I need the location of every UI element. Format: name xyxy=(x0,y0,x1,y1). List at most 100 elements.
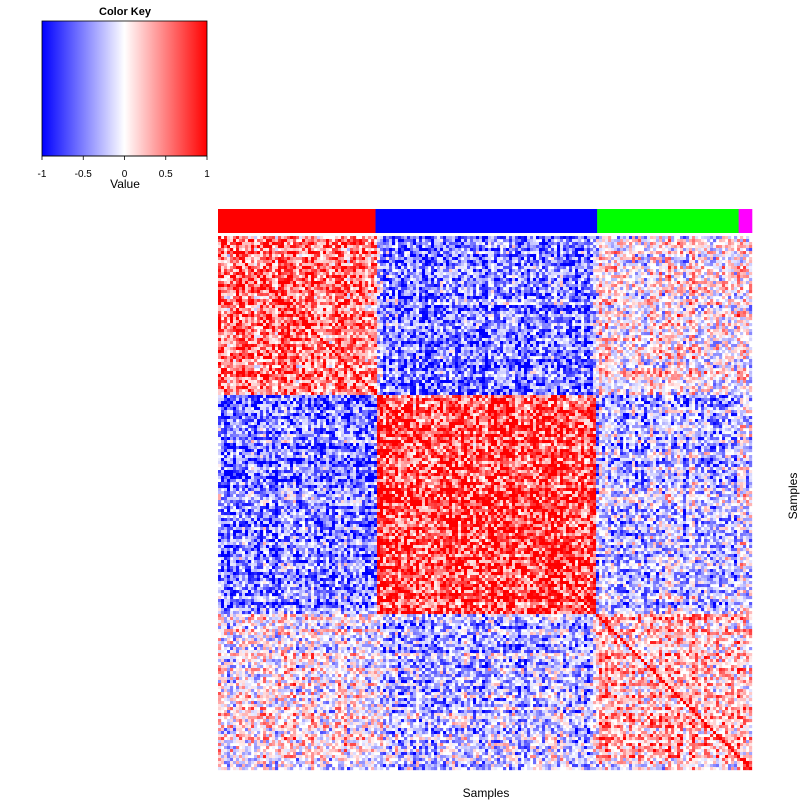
heatmap-cell xyxy=(269,317,272,320)
heatmap-cell xyxy=(218,260,221,263)
heatmap-cell xyxy=(644,311,647,314)
heatmap-cell xyxy=(734,263,737,266)
heatmap-matrix xyxy=(218,236,752,770)
heatmap-cell xyxy=(626,257,629,260)
heatmap-cell xyxy=(287,236,290,239)
heatmap-cell xyxy=(326,245,329,248)
heatmap-cell xyxy=(548,263,551,266)
heatmap-cell xyxy=(743,269,746,272)
heatmap-cell xyxy=(386,293,389,296)
heatmap-cell xyxy=(260,284,263,287)
heatmap-cell xyxy=(545,266,548,269)
heatmap-cell xyxy=(554,311,557,314)
heatmap-cell xyxy=(605,242,608,245)
heatmap-cell xyxy=(266,254,269,257)
heatmap-cell xyxy=(242,314,245,317)
heatmap-cell xyxy=(539,260,542,263)
heatmap-cell xyxy=(299,296,302,299)
heatmap-cell xyxy=(242,260,245,263)
heatmap-cell xyxy=(389,239,392,242)
heatmap-cell xyxy=(359,281,362,284)
heatmap-cell xyxy=(305,275,308,278)
heatmap-cell xyxy=(731,326,734,329)
heatmap-cell xyxy=(386,326,389,329)
heatmap-cell xyxy=(311,266,314,269)
heatmap-cell xyxy=(737,257,740,260)
heatmap-cell xyxy=(311,242,314,245)
heatmap-cell xyxy=(470,254,473,257)
heatmap-cell xyxy=(281,272,284,275)
heatmap-cell xyxy=(590,284,593,287)
heatmap-cell xyxy=(233,266,236,269)
heatmap-cell xyxy=(242,293,245,296)
heatmap-cell xyxy=(479,308,482,311)
heatmap-cell xyxy=(413,308,416,311)
heatmap-cell xyxy=(347,296,350,299)
heatmap-cell xyxy=(743,263,746,266)
heatmap-cell xyxy=(389,326,392,329)
heatmap-cell xyxy=(527,272,530,275)
heatmap-cell xyxy=(722,296,725,299)
heatmap-cell xyxy=(545,314,548,317)
heatmap-cell xyxy=(677,260,680,263)
heatmap-cell xyxy=(641,323,644,326)
heatmap-cell xyxy=(509,236,512,239)
heatmap-cell xyxy=(734,266,737,269)
heatmap-cell xyxy=(497,260,500,263)
heatmap-cell xyxy=(719,317,722,320)
heatmap-cell xyxy=(515,251,518,254)
heatmap-cell xyxy=(281,254,284,257)
heatmap-cell xyxy=(473,320,476,323)
heatmap-cell xyxy=(344,281,347,284)
heatmap-cell xyxy=(650,269,653,272)
heatmap-cell xyxy=(368,269,371,272)
heatmap-cell xyxy=(323,296,326,299)
heatmap-cell xyxy=(290,236,293,239)
heatmap-cell xyxy=(626,236,629,239)
heatmap-cell xyxy=(641,314,644,317)
heatmap-cell xyxy=(479,293,482,296)
heatmap-cell xyxy=(398,305,401,308)
heatmap-cell xyxy=(575,293,578,296)
heatmap-cell xyxy=(536,311,539,314)
heatmap-cell xyxy=(500,314,503,317)
heatmap-cell xyxy=(422,272,425,275)
heatmap-cell xyxy=(632,254,635,257)
heatmap-cell xyxy=(224,326,227,329)
heatmap-cell xyxy=(542,320,545,323)
heatmap-cell xyxy=(404,263,407,266)
heatmap-cell xyxy=(305,299,308,302)
heatmap-cell xyxy=(569,242,572,245)
heatmap-cell xyxy=(704,245,707,248)
heatmap-cell xyxy=(383,308,386,311)
heatmap-cell xyxy=(257,317,260,320)
heatmap-cell xyxy=(569,272,572,275)
heatmap-cell xyxy=(242,272,245,275)
heatmap-cell xyxy=(290,266,293,269)
heatmap-cell xyxy=(221,281,224,284)
heatmap-cell xyxy=(524,296,527,299)
heatmap-cell xyxy=(605,308,608,311)
heatmap-cell xyxy=(719,314,722,317)
heatmap-cell xyxy=(650,308,653,311)
heatmap-cell xyxy=(335,239,338,242)
heatmap-cell xyxy=(659,314,662,317)
heatmap-cell xyxy=(443,275,446,278)
heatmap-cell xyxy=(326,254,329,257)
heatmap-cell xyxy=(431,320,434,323)
heatmap-cell xyxy=(479,242,482,245)
heatmap-cell xyxy=(611,275,614,278)
heatmap-cell xyxy=(692,251,695,254)
heatmap-cell xyxy=(536,302,539,305)
heatmap-cell xyxy=(659,263,662,266)
heatmap-cell xyxy=(563,275,566,278)
heatmap-cell xyxy=(224,314,227,317)
heatmap-cell xyxy=(455,320,458,323)
heatmap-cell xyxy=(497,236,500,239)
heatmap-cell xyxy=(308,248,311,251)
heatmap-cell xyxy=(308,305,311,308)
heatmap-cell xyxy=(572,278,575,281)
heatmap-cell xyxy=(449,311,452,314)
heatmap-cell xyxy=(224,317,227,320)
heatmap-cell xyxy=(338,320,341,323)
